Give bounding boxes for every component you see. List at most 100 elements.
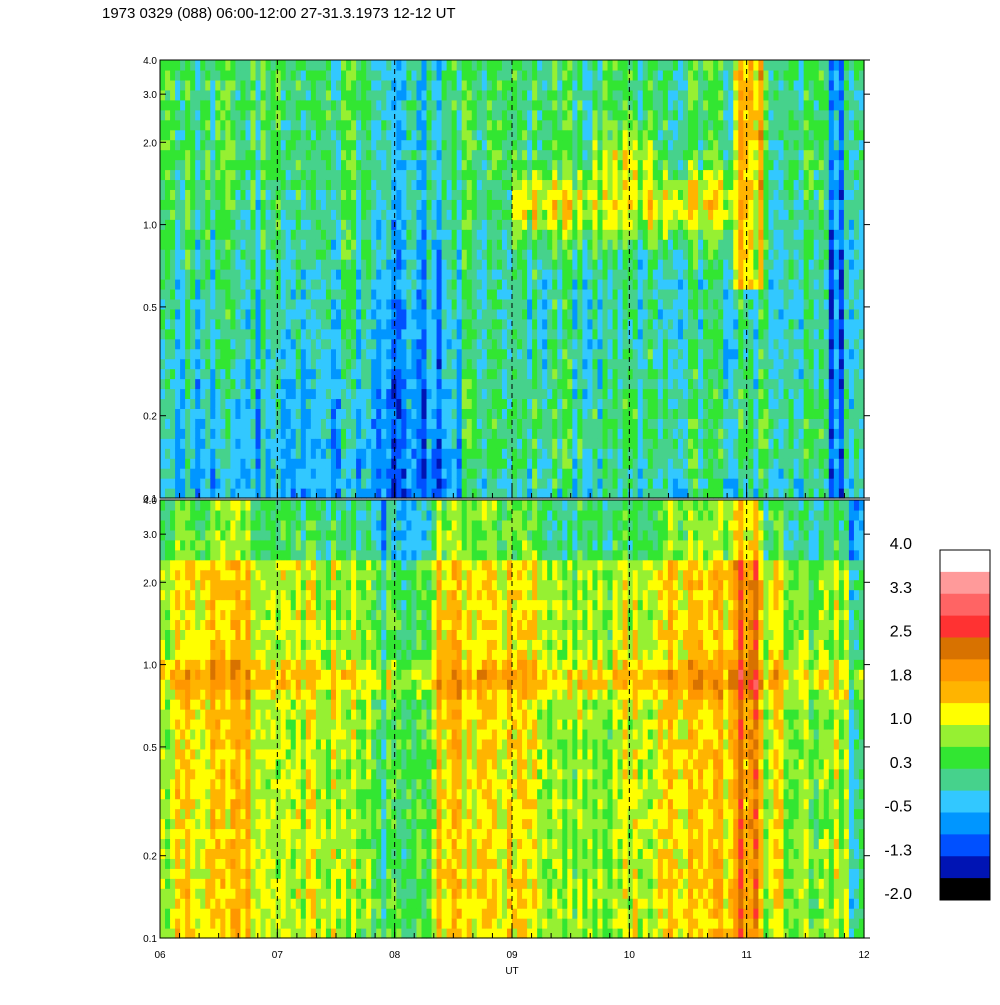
heatmap-cell xyxy=(165,438,171,449)
heatmap-cell xyxy=(160,308,166,320)
heatmap-cell xyxy=(446,269,453,280)
heatmap-cell xyxy=(180,209,186,220)
heatmap-cell xyxy=(230,60,237,71)
heatmap-cell xyxy=(446,458,453,469)
heatmap-cell xyxy=(713,199,719,210)
heatmap-cell xyxy=(170,219,176,230)
heatmap-cell xyxy=(330,209,337,220)
heatmap-cell xyxy=(582,478,589,489)
heatmap-cell xyxy=(577,209,583,220)
heatmap-cell xyxy=(456,99,463,111)
heatmap-cell xyxy=(305,338,312,350)
heatmap-cell xyxy=(486,448,493,459)
heatmap-cell xyxy=(512,458,518,469)
heatmap-cell xyxy=(708,279,714,290)
heatmap-cell xyxy=(506,129,513,141)
heatmap-cell xyxy=(486,89,493,101)
heatmap-cell xyxy=(713,89,719,101)
heatmap-cell xyxy=(708,458,714,469)
heatmap-cell xyxy=(441,129,448,141)
heatmap-cell xyxy=(300,438,307,449)
heatmap-cell xyxy=(265,398,272,409)
heatmap-cell xyxy=(401,89,407,101)
heatmap-cell xyxy=(718,249,724,260)
heatmap-cell xyxy=(225,438,231,449)
heatmap-cell xyxy=(451,269,458,280)
heatmap-cell xyxy=(547,79,553,91)
heatmap-cell xyxy=(160,149,166,161)
heatmap-cell xyxy=(602,169,609,181)
heatmap-cell xyxy=(562,279,568,290)
heatmap-cell xyxy=(285,169,292,181)
heatmap-cell xyxy=(341,229,347,240)
heatmap-cell xyxy=(421,478,428,489)
heatmap-cell xyxy=(562,338,568,350)
heatmap-cell xyxy=(622,229,629,240)
heatmap-cell xyxy=(512,298,518,310)
heatmap-cell xyxy=(190,109,196,121)
heatmap-cell xyxy=(461,219,468,230)
heatmap-cell xyxy=(532,288,538,300)
heatmap-cell xyxy=(280,89,287,101)
heatmap-cell xyxy=(165,288,171,300)
heatmap-cell xyxy=(195,378,201,390)
heatmap-cell xyxy=(537,348,543,360)
heatmap-cell xyxy=(476,259,483,270)
heatmap-cell xyxy=(285,259,292,270)
heatmap-cell xyxy=(310,219,317,230)
figure-title: 1973 0329 (088) 06:00-12:00 27-31.3.1973… xyxy=(102,5,456,22)
heatmap-cell xyxy=(617,338,624,350)
heatmap-cell xyxy=(617,418,624,429)
heatmap-cell xyxy=(592,60,599,71)
heatmap-cell xyxy=(270,328,277,340)
heatmap-cell xyxy=(240,199,247,210)
heatmap-cell xyxy=(406,328,413,340)
heatmap-cell xyxy=(466,468,473,479)
heatmap-cell xyxy=(165,169,171,181)
heatmap-cell xyxy=(682,478,689,489)
heatmap-cell xyxy=(476,328,483,340)
heatmap-cell xyxy=(522,398,528,409)
heatmap-cell xyxy=(718,69,724,81)
heatmap-cell xyxy=(461,199,468,210)
heatmap-cell xyxy=(582,79,589,91)
heatmap-cell xyxy=(612,179,619,190)
heatmap-cell xyxy=(341,259,347,270)
heatmap-cell xyxy=(386,149,392,161)
heatmap-cell xyxy=(170,139,176,151)
heatmap-cell xyxy=(366,249,372,260)
heatmap-cell xyxy=(617,69,624,81)
heatmap-cell xyxy=(496,348,503,360)
heatmap-cell xyxy=(240,169,247,181)
heatmap-cell xyxy=(607,79,614,91)
heatmap-cell xyxy=(572,159,578,171)
heatmap-cell xyxy=(547,259,553,270)
heatmap-cell xyxy=(230,448,237,459)
heatmap-cell xyxy=(587,99,594,111)
heatmap-cell xyxy=(602,328,609,340)
heatmap-cell xyxy=(501,99,508,111)
heatmap-cell xyxy=(441,388,448,400)
heatmap-cell xyxy=(376,468,382,479)
heatmap-cell xyxy=(486,408,493,419)
heatmap-cell xyxy=(567,169,573,181)
heatmap-cell xyxy=(250,348,257,360)
heatmap-cell xyxy=(330,199,337,210)
heatmap-cell xyxy=(652,378,659,390)
heatmap-cell xyxy=(547,398,553,409)
heatmap-cell xyxy=(275,99,282,111)
heatmap-cell xyxy=(652,119,659,131)
heatmap-cell xyxy=(245,219,252,230)
heatmap-cell xyxy=(713,338,719,350)
heatmap-cell xyxy=(356,328,362,340)
heatmap-cell xyxy=(512,378,518,390)
heatmap-cell xyxy=(366,488,372,499)
heatmap-cell xyxy=(336,109,342,121)
heatmap-cell xyxy=(682,169,689,181)
heatmap-cell xyxy=(240,219,247,230)
heatmap-cell xyxy=(391,418,397,429)
heatmap-cell xyxy=(396,69,402,81)
heatmap-cell xyxy=(486,398,493,409)
heatmap-cell xyxy=(688,259,694,270)
heatmap-cell xyxy=(647,488,654,499)
